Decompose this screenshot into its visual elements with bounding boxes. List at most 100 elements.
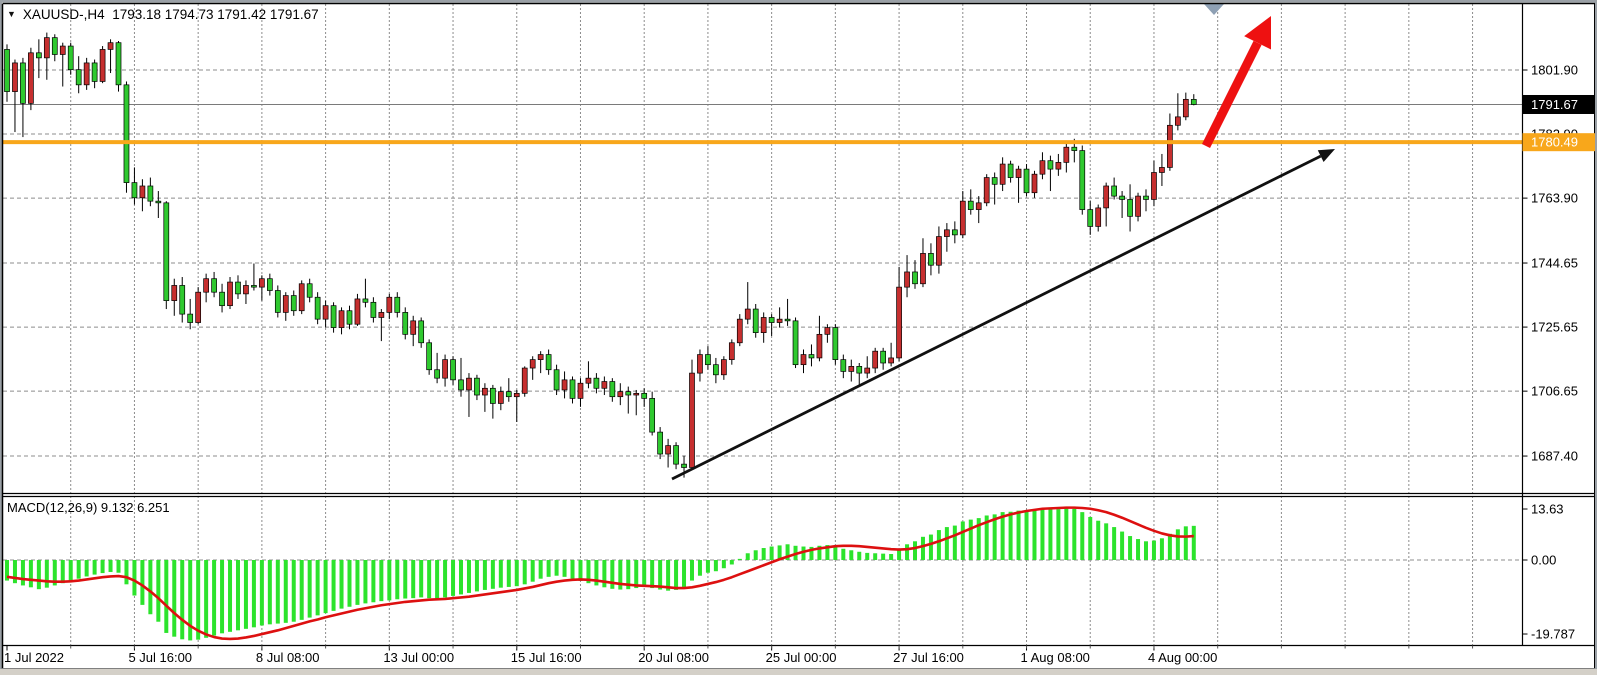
macd-histogram-bar <box>243 560 248 629</box>
macd-histogram-bar <box>180 560 185 640</box>
candle-bear <box>856 366 863 374</box>
macd-histogram-bar <box>92 560 97 575</box>
macd-histogram-bar <box>785 544 790 560</box>
candle-bull <box>720 359 727 376</box>
window-edge-top <box>0 0 1597 3</box>
macd-histogram-bar <box>586 560 591 584</box>
macd-histogram-bar <box>371 560 376 603</box>
candle-bull <box>243 285 249 295</box>
time-tick-label: 1 Jul 2022 <box>4 650 64 665</box>
candle-bull <box>529 359 536 369</box>
candle-bull <box>936 236 942 266</box>
candle-bear <box>808 354 815 359</box>
candle-bear <box>545 354 552 371</box>
candle-bear <box>1127 199 1133 217</box>
candle-bear <box>402 312 409 335</box>
macd-histogram-bar <box>697 560 702 576</box>
macd-histogram-bar <box>108 560 113 572</box>
candle-bull <box>1182 98 1189 118</box>
macd-histogram-bar <box>737 558 742 560</box>
candle-bull <box>59 45 66 55</box>
chart-shift-marker-icon[interactable] <box>1204 4 1224 15</box>
macd-histogram-bar <box>666 560 671 591</box>
macd-layer <box>5 508 1196 641</box>
candle-bear <box>115 42 122 86</box>
candle-bear <box>713 364 719 376</box>
candle-bear <box>75 69 82 86</box>
macd-histogram-bar <box>20 560 25 586</box>
candle-bull <box>386 296 393 313</box>
candle-bear <box>394 296 401 313</box>
candle-bull <box>139 185 146 199</box>
candle-bear <box>912 271 918 285</box>
macd-histogram-bar <box>1112 527 1117 560</box>
hline-price-badge <box>1522 133 1595 152</box>
candle-bear <box>91 62 98 82</box>
macd-histogram-bar <box>522 560 527 585</box>
macd-histogram-bar <box>905 544 910 560</box>
candle-bull <box>298 283 305 312</box>
candle-bull <box>920 253 926 285</box>
candle-bear <box>649 398 656 433</box>
candle-bear <box>266 278 273 291</box>
candle-bear <box>625 391 632 396</box>
macd-histogram-bar <box>873 553 878 560</box>
macd-histogram-bar <box>1040 509 1045 560</box>
candle-bull <box>983 177 990 204</box>
candle-bull <box>776 318 783 323</box>
macd-histogram-bar <box>411 560 416 599</box>
candle-bull <box>896 286 902 359</box>
time-tick-label: 20 Jul 08:00 <box>638 650 709 665</box>
macd-histogram-bar <box>689 560 694 581</box>
macd-histogram-bar <box>156 560 161 622</box>
macd-histogram-bar <box>379 560 384 602</box>
macd-histogram-bar <box>235 560 240 631</box>
window-edge-right <box>1595 0 1597 675</box>
candle-bull <box>872 350 879 369</box>
macd-histogram-bar <box>315 560 320 616</box>
candle-bull <box>537 354 544 360</box>
macd-histogram-bar <box>801 546 806 560</box>
macd-histogram-bar <box>538 560 543 579</box>
macd-histogram-bar <box>1016 510 1021 560</box>
current-price-badge <box>1522 94 1595 114</box>
macd-histogram-bar <box>984 515 989 560</box>
time-tick-label: 5 Jul 16:00 <box>128 650 192 665</box>
candle-bear <box>314 296 321 320</box>
candle-bear <box>673 445 679 465</box>
candle-bear <box>51 37 58 55</box>
red-breakout-arrow-head[interactable] <box>1244 16 1271 50</box>
candle-bull <box>195 291 202 323</box>
macd-histogram-bar <box>713 560 718 572</box>
macd-histogram-bar <box>251 560 256 628</box>
macd-histogram-bar <box>228 560 233 632</box>
candle-bear <box>211 278 217 293</box>
macd-histogram-bar <box>1120 531 1125 560</box>
candle-bull <box>999 163 1006 185</box>
macd-histogram-bar <box>84 560 89 577</box>
macd-histogram-bar <box>626 560 631 590</box>
trendline-arrow-head[interactable] <box>1317 149 1335 162</box>
price-tick-label: 1744.65 <box>1531 256 1578 271</box>
candle-bear <box>1143 195 1149 200</box>
red-breakout-arrow-shaft[interactable] <box>1201 40 1262 149</box>
candle-bull <box>482 387 488 396</box>
candle-bear <box>290 295 297 312</box>
trendline-arrow-shaft[interactable] <box>671 154 1322 481</box>
macd-histogram-bar <box>363 560 368 604</box>
candle-bear <box>880 350 887 364</box>
macd-histogram-bar <box>188 560 193 641</box>
macd-histogram-bar <box>132 560 137 596</box>
symbol-dropdown-icon[interactable]: ▼ <box>7 9 16 19</box>
candle-bear <box>991 177 998 185</box>
macd-histogram-bar <box>992 514 997 560</box>
candle-bull <box>577 382 584 399</box>
candle-bear <box>4 49 10 92</box>
candle-bear <box>131 182 138 199</box>
macd-histogram-bar <box>674 560 679 590</box>
macd-histogram-bar <box>124 560 129 585</box>
macd-histogram-bar <box>259 560 264 626</box>
candle-bull <box>410 320 417 335</box>
